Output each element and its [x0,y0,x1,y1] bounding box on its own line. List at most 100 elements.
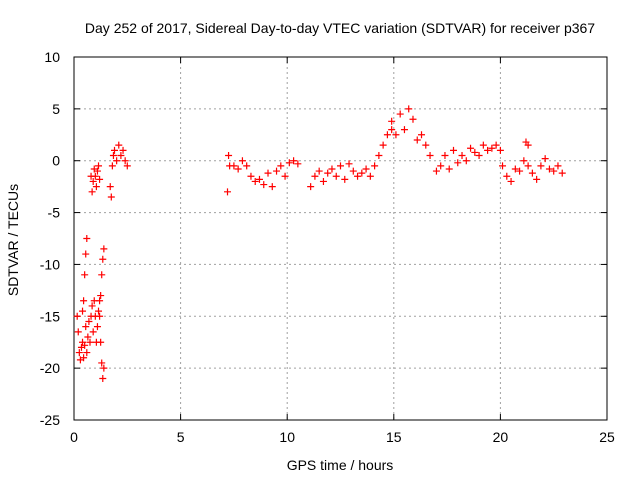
data-point [524,162,532,170]
chart-title: Day 252 of 2017, Sidereal Day-to-day VTE… [85,20,595,36]
data-point [93,167,101,175]
data-point [545,165,553,173]
data-point [98,271,106,279]
data-point [311,172,319,180]
data-point [92,183,100,191]
data-point [123,162,131,170]
data-point [341,175,349,183]
data-point [113,157,121,165]
data-point [418,131,426,139]
data-point [247,172,255,180]
data-point [82,250,90,258]
data-point [91,172,99,180]
data-point [379,141,387,149]
x-tick-label: 5 [177,429,185,445]
data-point [95,307,103,315]
data-point [475,152,483,160]
data-point [537,162,545,170]
data-point [82,323,90,331]
data-point [392,131,400,139]
data-point [264,169,272,177]
plot-area-frame [73,56,608,421]
data-point [73,312,81,320]
data-point [96,297,104,305]
data-point [467,144,475,152]
data-points [73,105,566,383]
data-point [88,188,96,196]
grid-lines [74,57,607,420]
data-point [324,169,332,177]
data-point [383,131,391,139]
data-point [507,177,515,185]
y-tick-label: -20 [40,360,60,376]
data-point [319,177,327,185]
data-point [328,165,336,173]
data-point [117,152,125,160]
data-point [294,160,302,168]
data-point [83,235,91,242]
data-point [285,159,293,167]
data-point [86,338,94,346]
data-point [315,167,323,175]
y-tick-label: -5 [48,205,61,221]
data-point [85,317,93,325]
data-point [95,162,103,170]
data-point [422,141,430,149]
x-tick-label: 20 [493,429,509,445]
data-point [100,245,108,253]
data-point [99,375,107,383]
data-point [371,162,379,170]
data-point [255,175,263,183]
data-point [550,167,558,175]
data-point [349,167,357,175]
data-point [81,341,89,349]
data-point [243,162,251,170]
data-point [277,162,285,170]
data-point [354,172,362,180]
data-point [492,141,500,149]
data-point [479,141,487,149]
y-tick-label: -15 [40,308,60,324]
data-point [462,157,470,165]
data-point [375,152,383,160]
y-tick-label: 10 [44,49,60,65]
data-point [273,167,281,175]
data-point [307,183,315,191]
data-point [484,146,492,154]
data-point [388,117,396,125]
data-point [93,323,101,331]
data-point [81,271,89,279]
x-tick-label: 0 [70,429,78,445]
y-tick-label: -10 [40,256,60,272]
data-point [426,152,434,160]
data-point [362,165,370,173]
data-point [441,152,449,160]
data-point [96,312,104,320]
data-point [260,181,268,189]
data-point [290,157,298,165]
data-point [80,297,88,305]
data-point [541,155,549,163]
data-point [119,146,127,154]
data-point [458,152,466,160]
data-point [100,364,108,372]
y-tick-label: 5 [52,101,60,117]
x-tick-label: 10 [279,429,295,445]
data-point [88,302,96,310]
data-point [225,152,233,160]
data-point [111,146,119,154]
data-point [79,307,87,315]
data-point [337,162,344,170]
y-tick-label: 0 [52,153,60,169]
data-point [224,188,232,196]
data-point [108,162,116,170]
data-point [405,105,413,113]
data-point [97,292,105,300]
data-point [89,177,97,185]
axis-ticks: 0 5 10 15 20 25 -25 -20 -15 -10 -5 0 5 10 [40,49,615,445]
data-point [281,172,289,180]
data-point [554,162,562,170]
data-point [520,157,528,165]
data-point [345,160,353,168]
x-tick-label: 25 [599,429,615,445]
